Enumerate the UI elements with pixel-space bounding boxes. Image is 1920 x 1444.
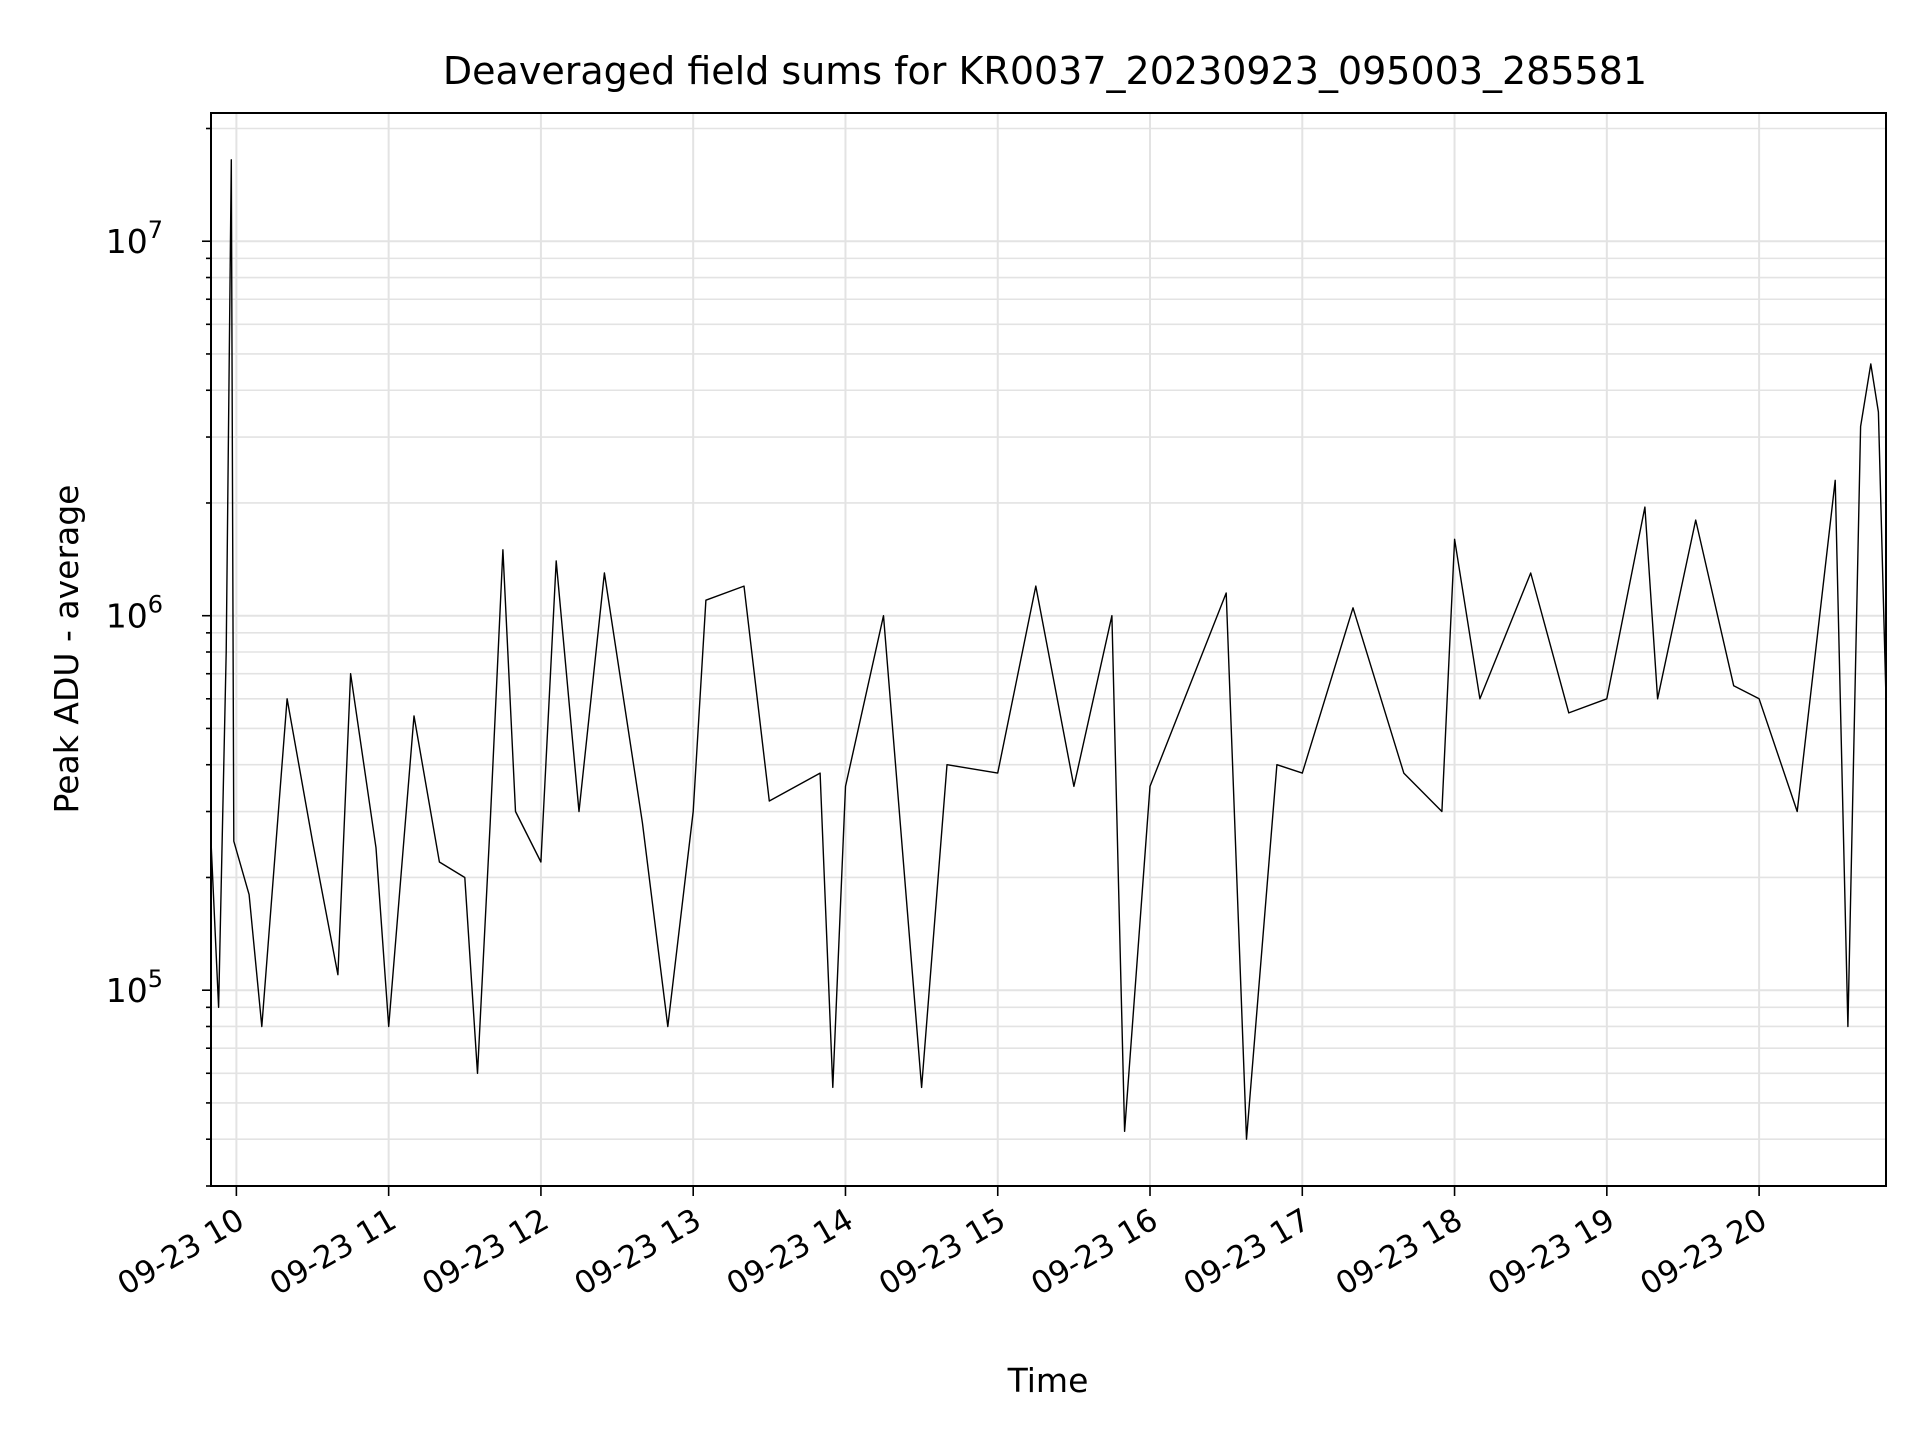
- plot-frame: [210, 112, 1887, 1187]
- chart-title: Deaveraged field sums for KR0037_2023092…: [443, 49, 1647, 93]
- y-axis-label: Peak ADU - average: [47, 485, 86, 814]
- series-line: [210, 159, 1887, 1140]
- x-axis-label: Time: [1007, 1361, 1089, 1400]
- y-tick-label: 107: [106, 216, 163, 261]
- grid-layer: [211, 113, 1886, 1187]
- data-layer: [210, 159, 1887, 1140]
- y-tick-label: 106: [106, 591, 163, 636]
- y-tick-label: 105: [106, 965, 163, 1010]
